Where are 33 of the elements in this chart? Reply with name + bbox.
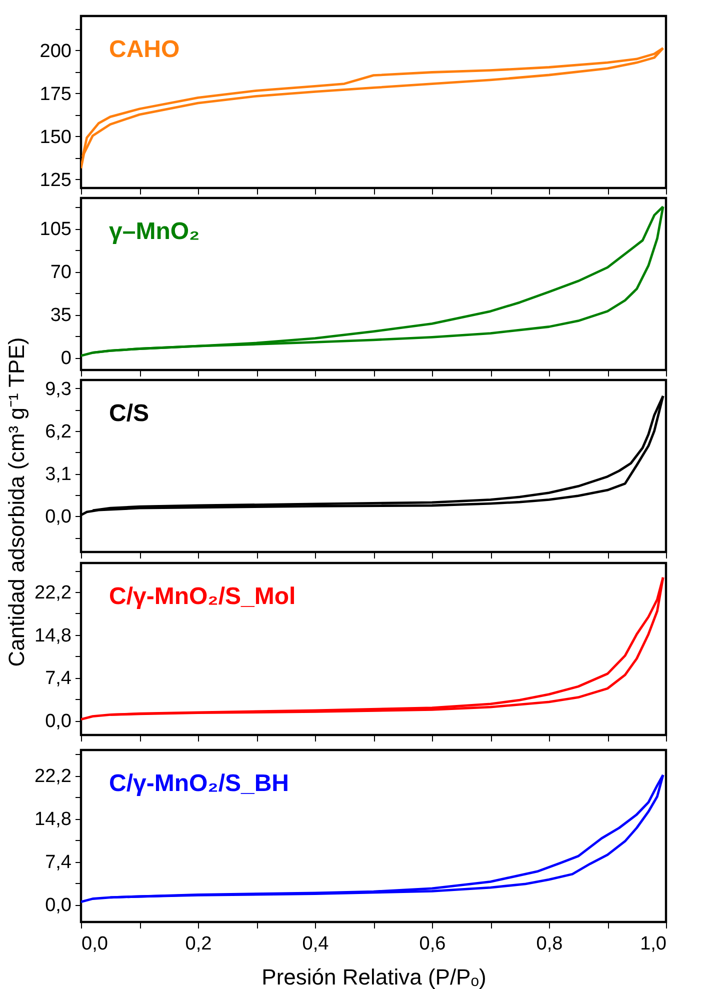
y-tick-label: 0,0 [45, 506, 72, 528]
x-tick-label: 0,4 [302, 934, 330, 954]
y-tick-label: 7,4 [45, 852, 72, 874]
series-label: CAHO [109, 36, 180, 63]
x-tick-label: 0,0 [82, 934, 108, 954]
y-tick-label: 125 [40, 170, 72, 191]
y-tick-label: 22,2 [34, 582, 72, 604]
y-tick-label: 150 [40, 126, 72, 148]
y-tick-label: 9,3 [45, 378, 72, 400]
y-tick-label: 0,0 [45, 711, 72, 732]
y-tick-label: 22,2 [34, 766, 72, 788]
y-tick-label: 175 [40, 84, 72, 105]
y-tick-label: 7,4 [45, 668, 72, 690]
y-axis-title: Cantidad adsorbida (cm³ g⁻¹ TPE) [4, 337, 29, 667]
y-tick-label: 14,8 [34, 625, 72, 646]
x-tick-label: 0,8 [536, 934, 563, 954]
y-tick-label: 0,0 [45, 895, 72, 916]
y-tick-label: 70 [50, 262, 72, 284]
x-tick-label: 0,2 [185, 934, 212, 954]
y-tick-label: 35 [50, 305, 72, 326]
y-tick-label: 3,1 [45, 464, 72, 486]
text: C/S [109, 400, 150, 427]
y-tick-label: 14,8 [34, 809, 72, 830]
x-tick-label: 0,6 [419, 934, 446, 954]
x-tick-label: 1,0 [640, 934, 666, 954]
text: C/γ-MnO₂/S_BH [109, 770, 290, 797]
text: C/γ-MnO₂/S_Mol [109, 583, 296, 610]
y-tick-label: 6,2 [45, 421, 72, 442]
x-axis-title: Presión Relativa (P/Pₒ) [262, 964, 486, 989]
y-tick-label: 105 [40, 219, 72, 240]
y-tick-label: 200 [40, 40, 72, 62]
y-tick-label: 0 [60, 348, 72, 370]
text: γ–MnO₂ [109, 218, 200, 245]
